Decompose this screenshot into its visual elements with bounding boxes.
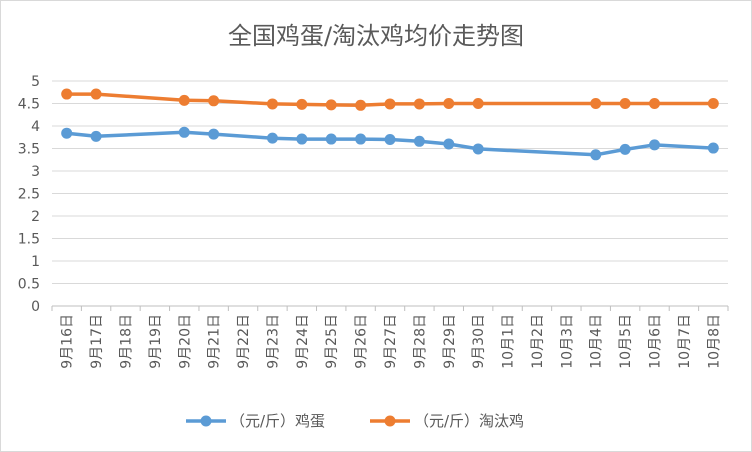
data-point	[355, 99, 367, 111]
data-point	[178, 126, 190, 138]
y-tick-label: 0.5	[18, 277, 40, 293]
x-tick-label: 9月23日	[265, 314, 281, 369]
x-tick-label: 9月29日	[442, 314, 458, 369]
series-2	[61, 88, 719, 111]
x-tick-label: 9月26日	[354, 314, 370, 369]
y-tick-label: 4.5	[18, 97, 40, 113]
x-tick-label: 9月27日	[383, 314, 399, 369]
x-tick-label: 10月5日	[618, 314, 634, 369]
data-point	[61, 127, 73, 139]
data-point	[296, 98, 308, 110]
y-tick-label: 2.5	[18, 187, 40, 203]
x-tick-label: 9月20日	[177, 314, 193, 369]
y-tick-label: 5	[31, 74, 40, 90]
x-tick-label: 10月6日	[648, 314, 664, 369]
series-1	[61, 126, 719, 161]
data-point	[296, 133, 308, 145]
data-point	[90, 130, 102, 142]
data-point	[384, 98, 396, 110]
legend-swatch-marker	[200, 415, 212, 427]
data-point	[413, 98, 425, 110]
legend-swatch-marker	[384, 415, 396, 427]
y-tick-label: 3	[31, 164, 40, 180]
data-point	[178, 94, 190, 106]
y-tick-label: 1.5	[18, 232, 40, 248]
legend: （元/斤）鸡蛋 （元/斤）淘汰鸡	[186, 412, 524, 430]
data-point	[472, 98, 484, 109]
data-point	[413, 135, 425, 147]
x-tick-label: 10月7日	[677, 314, 693, 369]
x-tick-label: 9月28日	[412, 314, 428, 369]
legend-label: （元/斤）鸡蛋	[230, 412, 325, 430]
data-point	[443, 138, 455, 150]
data-point	[590, 149, 602, 161]
data-point	[619, 98, 631, 109]
data-point	[61, 88, 73, 100]
series-lines	[61, 88, 719, 161]
gridlines	[52, 80, 728, 307]
data-point	[355, 133, 367, 145]
x-tick-label: 9月25日	[324, 314, 340, 369]
data-point	[325, 99, 337, 111]
data-point	[90, 88, 102, 100]
data-point	[443, 98, 455, 109]
x-tick-label: 9月22日	[236, 314, 252, 369]
data-point	[266, 132, 278, 144]
x-axis: 9月16日 9月17日 9月18日 9月19日 9月20日 9月21日 9月22日 9月23日…	[51, 305, 729, 369]
x-tick-label: 10月1日	[501, 314, 517, 369]
y-axis: 0 0.5 1 1.5 2 2.5 3 3.5 4 4.5 5	[18, 74, 40, 315]
legend-label: （元/斤）淘汰鸡	[414, 412, 524, 430]
y-tick-label: 3.5	[18, 142, 40, 158]
data-point	[707, 98, 719, 109]
x-tick-label: 10月4日	[589, 314, 605, 369]
data-point	[208, 128, 220, 140]
x-tick-label: 9月19日	[148, 314, 164, 369]
y-tick-label: 4	[31, 119, 40, 135]
data-point	[325, 133, 337, 145]
x-tick-label: 10月8日	[706, 314, 722, 369]
y-tick-label: 0	[31, 299, 40, 315]
x-tick-label: 9月18日	[118, 314, 134, 369]
x-tick-label: 9月24日	[295, 314, 311, 369]
data-point	[707, 142, 719, 154]
data-point	[266, 98, 278, 110]
data-point	[649, 98, 661, 109]
chart-title: 全国鸡蛋/淘汰鸡均价走势图	[228, 22, 524, 50]
x-tick-label: 10月3日	[559, 314, 575, 369]
x-tick-label: 9月16日	[60, 314, 76, 369]
x-tick-label: 9月17日	[89, 314, 105, 369]
series-line	[66, 130, 714, 157]
data-point	[590, 98, 602, 109]
data-point	[208, 95, 220, 107]
data-point	[384, 134, 396, 145]
x-tick-label: 9月21日	[207, 314, 223, 369]
series-line	[66, 92, 714, 108]
data-point	[619, 143, 631, 155]
y-tick-label: 1	[31, 254, 40, 270]
x-tick-label: 10月2日	[530, 314, 546, 369]
x-tick-label: 9月30日	[471, 314, 487, 369]
data-point	[472, 143, 484, 155]
data-point	[649, 139, 661, 151]
y-tick-label: 2	[31, 209, 40, 225]
